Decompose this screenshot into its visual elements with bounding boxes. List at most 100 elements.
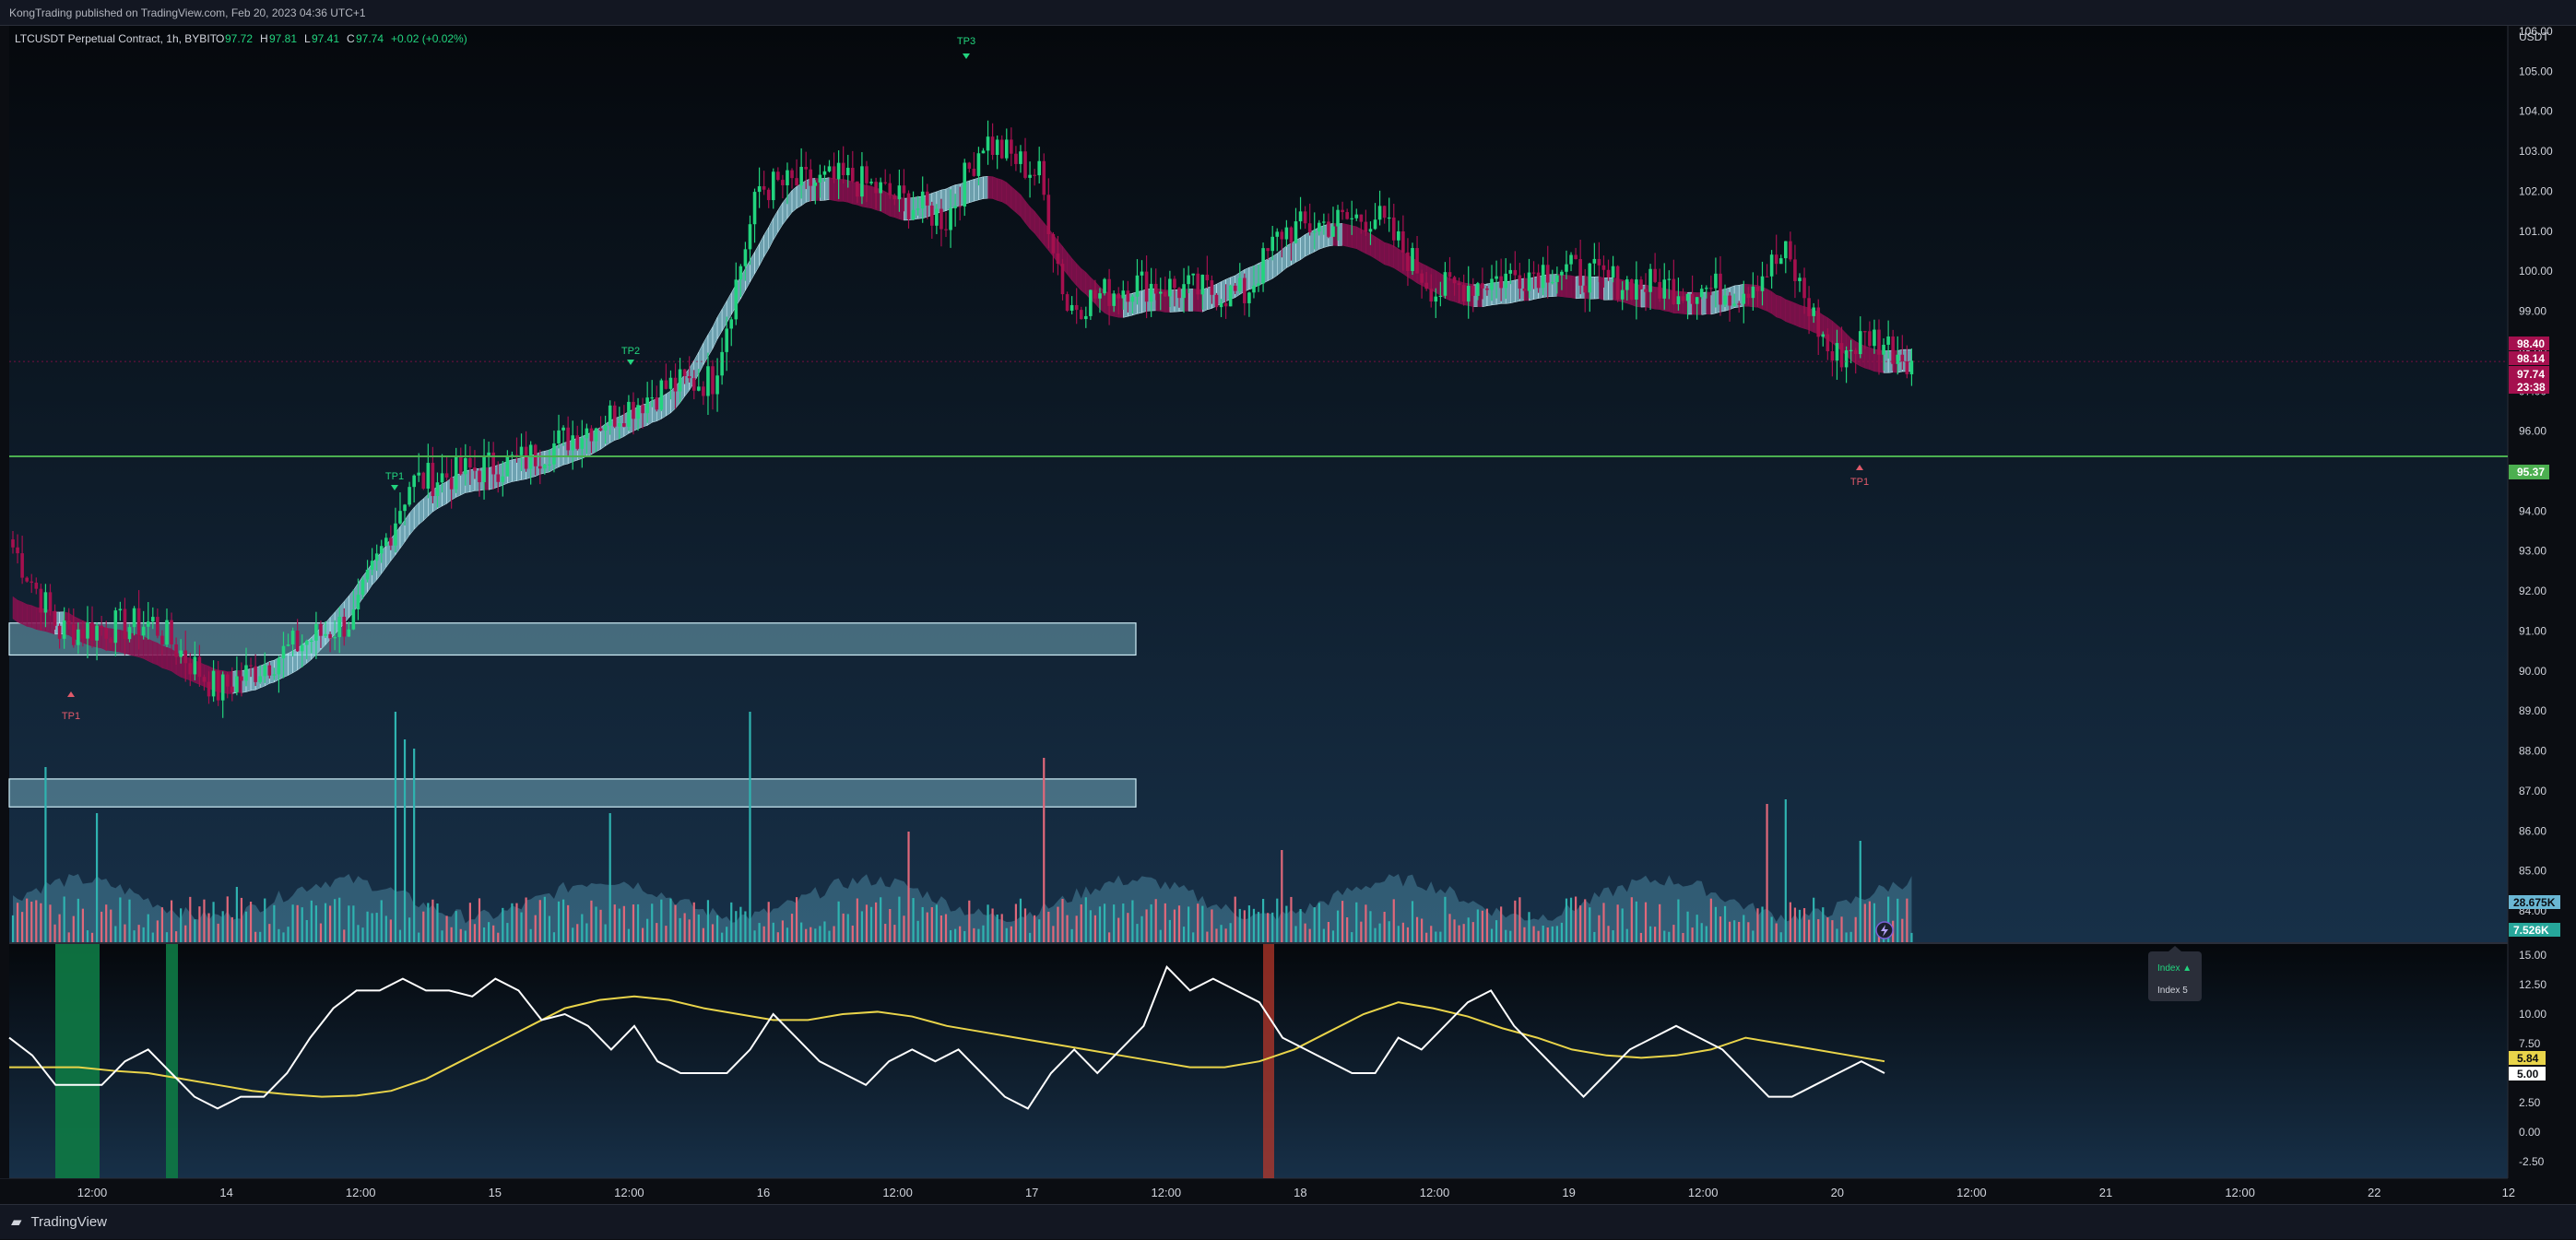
price-tick-label: 99.00 [2519, 305, 2546, 318]
candle-down [207, 681, 211, 697]
candle-up [398, 511, 402, 524]
candle-up [752, 192, 757, 225]
candle-down [1839, 343, 1844, 368]
chart-area[interactable]: 106.00 105.00 104.00 103.00 102.00 101.00 100.… [0, 25, 2576, 1204]
candle-up [1569, 254, 1573, 265]
candle-up [1760, 276, 1765, 291]
ma-band-down [1081, 267, 1087, 295]
candle-up [1318, 222, 1321, 232]
tp3-label: TP3 [957, 36, 975, 47]
candle-up [897, 185, 902, 200]
candle-down [781, 180, 785, 185]
candle-down [1601, 265, 1606, 270]
price-axis-bg [2508, 26, 2576, 1204]
candle-up [548, 464, 551, 466]
candle-up [286, 644, 290, 646]
osc-highlight-green [55, 944, 100, 1178]
candle-up [1312, 231, 1317, 233]
candle-down [1737, 303, 1741, 305]
chart-svg[interactable]: 106.00 105.00 104.00 103.00 102.00 101.00 100.… [0, 25, 2576, 1204]
candle-down [34, 583, 39, 589]
candle-down [967, 162, 972, 170]
ma-band-up [1603, 278, 1609, 301]
candle-up [1252, 285, 1256, 293]
candle-down [1364, 221, 1368, 232]
candle-up [1354, 214, 1359, 218]
candle-up [146, 621, 150, 627]
tp1-label-c: TP1 [1850, 477, 1869, 488]
ma-band-up [1286, 242, 1292, 268]
candle-up [1284, 227, 1289, 240]
candle-down [1126, 290, 1130, 302]
candle-up [519, 446, 524, 455]
candle-down [389, 537, 393, 546]
open-label: O [216, 32, 224, 45]
candle-down [1719, 273, 1722, 305]
legend-popup-box [2148, 951, 2202, 1001]
price-tick-label: 94.00 [2519, 504, 2546, 517]
candle-up [310, 640, 313, 643]
candle-up [1751, 286, 1755, 299]
candle-up [1504, 273, 1507, 289]
candle-up [836, 162, 841, 180]
time-tick-label: 12:00 [882, 1186, 913, 1199]
ma-band-up [1337, 223, 1343, 246]
candle-up [374, 553, 379, 561]
candle-down [1499, 276, 1503, 289]
candle-up [394, 523, 397, 546]
badge-98-40-text: 98.40 [2517, 337, 2545, 350]
candle-down [1597, 258, 1601, 266]
ma-band-down [899, 196, 904, 221]
candle-down [1793, 259, 1797, 281]
volume-ma-area [13, 873, 1912, 942]
candle-up [739, 266, 743, 280]
candles-layer [11, 120, 1914, 718]
candle-down [1117, 293, 1121, 299]
candle-up [426, 463, 431, 489]
ma-band-up [1309, 229, 1315, 254]
candle-down [1079, 310, 1083, 320]
candle-up [1098, 293, 1102, 299]
ma-band-up [983, 175, 988, 199]
ma-band-up [666, 390, 671, 417]
ma-band-up [1271, 253, 1278, 279]
candle-up [501, 476, 505, 482]
candle-down [612, 405, 617, 427]
candle-up [384, 537, 388, 547]
legend-popup-pointer [2168, 946, 2181, 951]
candle-down [1406, 252, 1410, 271]
ma-band-down [847, 180, 854, 205]
ma-band-down [1351, 225, 1357, 250]
ma-band-down [166, 646, 172, 672]
candle-down [804, 166, 808, 170]
candle-up [1648, 268, 1652, 292]
candle-up [127, 627, 132, 640]
candle-down [267, 665, 272, 676]
candle-up [454, 455, 458, 490]
candle-up [118, 608, 123, 611]
candle-up [1704, 288, 1708, 289]
candle-up [818, 174, 822, 183]
legend-popup: Index ▲ Index 5 [2148, 946, 2202, 1001]
candle-down [632, 401, 635, 419]
ma-band-down [1370, 233, 1376, 259]
open-value: 97.72 [225, 32, 253, 45]
osc-tick-label: 7.50 [2519, 1037, 2541, 1050]
candle-down [1010, 139, 1013, 154]
ma-band-down [1375, 236, 1380, 263]
tradingview-logo-icon: ▰ [11, 1214, 22, 1230]
candle-down [197, 656, 202, 678]
candle-down [1046, 195, 1051, 235]
price-tick-label: 92.00 [2519, 585, 2546, 597]
candle-down [1471, 286, 1475, 296]
candle-down [431, 463, 435, 497]
candle-up [725, 328, 728, 352]
time-tick-label: 21 [2099, 1186, 2112, 1199]
price-tick-label: 85.00 [2519, 865, 2546, 878]
price-tick-label: 106.00 [2519, 26, 2553, 38]
oscillator-layer [8, 964, 1885, 1110]
time-tick-label: 12 [2502, 1186, 2515, 1199]
ma-band-down [1864, 346, 1871, 371]
candle-down [939, 208, 943, 230]
candle-down [1690, 293, 1695, 304]
